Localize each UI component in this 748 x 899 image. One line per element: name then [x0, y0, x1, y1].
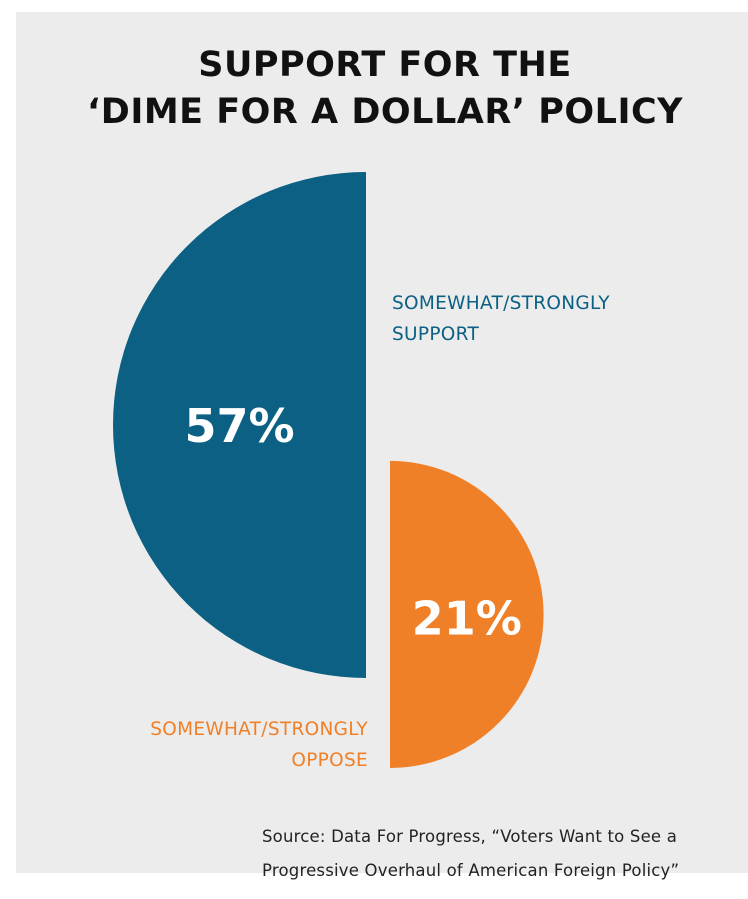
source-line-1: Source: Data For Progress, “Voters Want …	[262, 827, 678, 846]
source-note: Source: Data For Progress, “Voters Want …	[262, 820, 679, 888]
support-label: SOMEWHAT/STRONGLY SUPPORT	[392, 288, 610, 350]
source-line-2: Progressive Overhaul of American Foreign…	[262, 861, 680, 880]
oppose-slice	[390, 460, 544, 768]
oppose-value-label: 21%	[412, 591, 522, 645]
oppose-label-line-2: OPPOSE	[291, 750, 368, 771]
chart-title-line-2: ‘DIME FOR A DOLLAR’ POLICY	[86, 92, 684, 132]
chart-title-line-1: SUPPORT FOR THE	[198, 45, 572, 85]
support-value-label: 57%	[184, 399, 294, 453]
oppose-label-line-1: SOMEWHAT/STRONGLY	[150, 719, 368, 740]
oppose-label: SOMEWHAT/STRONGLY OPPOSE	[100, 714, 368, 776]
chart-title: SUPPORT FOR THE ‘DIME FOR A DOLLAR’ POLI…	[16, 42, 748, 136]
support-slice	[113, 172, 366, 678]
support-label-line-1: SOMEWHAT/STRONGLY	[392, 293, 610, 314]
support-label-line-2: SUPPORT	[392, 324, 480, 345]
